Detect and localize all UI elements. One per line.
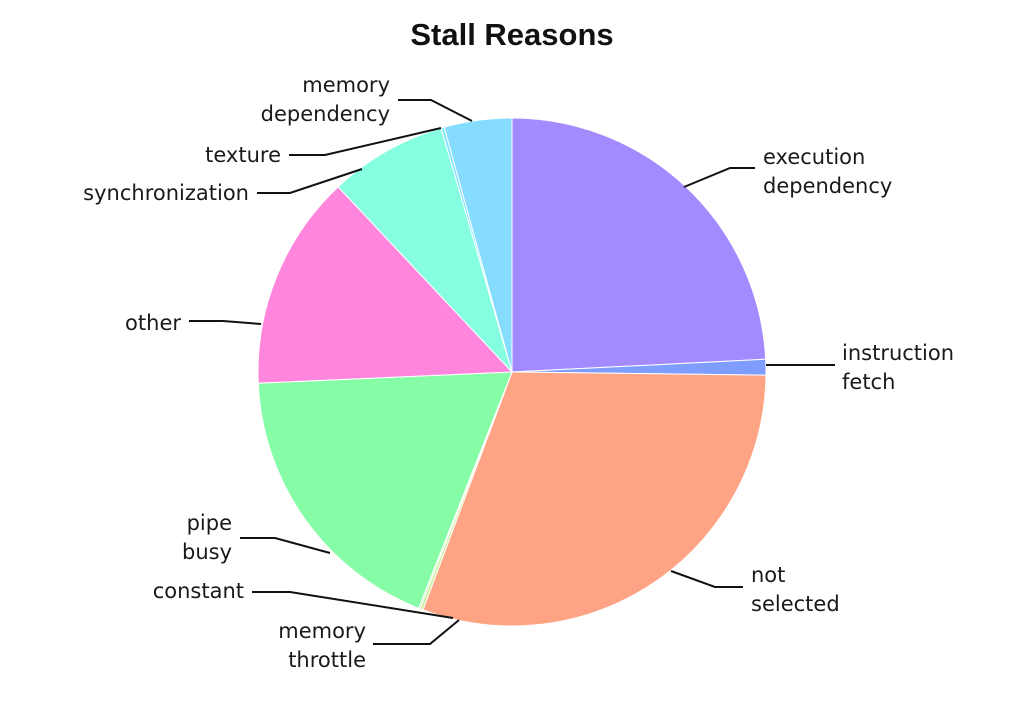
leader-line-constant	[252, 591, 454, 619]
slice-label-memory-throttle: memory throttle	[278, 619, 366, 672]
slice-label-other: other	[125, 311, 181, 335]
slice-label-texture: texture	[205, 143, 281, 167]
leader-lines	[189, 99, 835, 645]
slice-label-execution-dependency: execution dependency	[763, 145, 892, 198]
leader-line-texture	[289, 127, 442, 156]
pie-slice-pipe-busy	[257, 371, 513, 609]
slice-label-memory-dependency: memory dependency	[261, 73, 390, 126]
leader-line-other	[189, 320, 262, 325]
leader-line-synchronization	[257, 168, 363, 194]
leader-line-pipe-busy	[240, 537, 331, 554]
pie-slice-other	[257, 186, 514, 384]
slice-label-synchronization: synchronization	[83, 181, 249, 205]
pie-slices	[257, 117, 767, 627]
pie-slice-not-selected	[422, 371, 767, 627]
leader-line-memory-dependency	[398, 99, 473, 122]
slice-label-constant: constant	[153, 579, 244, 603]
leader-line-memory-throttle	[373, 619, 460, 645]
slice-labels: execution dependency instruction fetch not se…	[83, 73, 954, 672]
pie-slice-execution-dependency	[511, 117, 767, 373]
leader-line-execution-dependency	[683, 167, 755, 188]
slice-label-pipe-busy: pipe busy	[182, 511, 232, 564]
leader-line-not-selected	[670, 570, 743, 588]
slice-label-instruction-fetch: instruction fetch	[842, 341, 954, 394]
slice-label-not-selected: not selected	[751, 563, 840, 616]
chart-title: Stall Reasons	[410, 17, 613, 52]
pie-slice-memory-dependency	[443, 117, 513, 373]
